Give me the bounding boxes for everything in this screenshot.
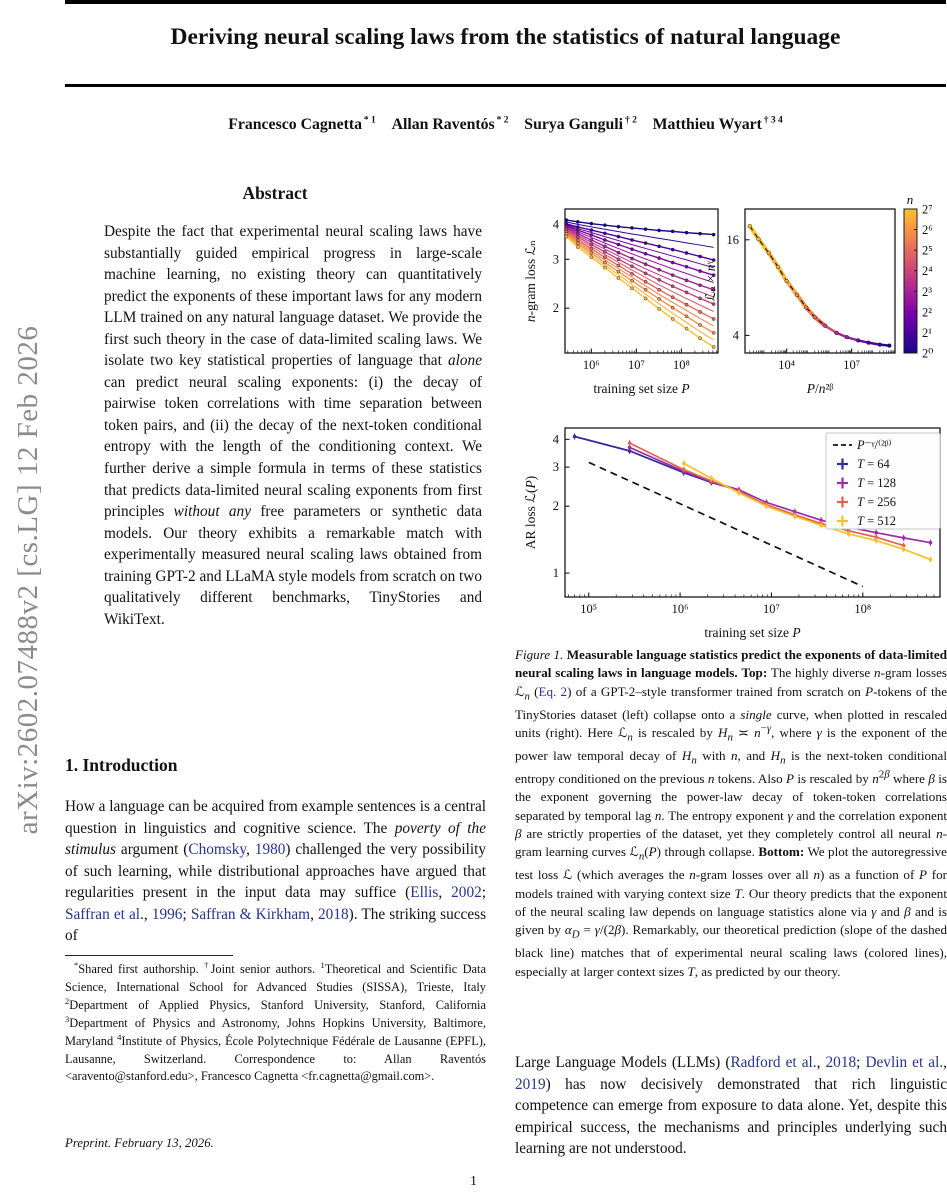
arloss-series-T = 512 (683, 462, 931, 561)
svg-text:ℒₙ × nᵞ: ℒₙ × nᵞ (703, 260, 718, 301)
abstract-heading: Abstract (242, 183, 308, 203)
introduction-paragraph: How a language can be acquired from exam… (65, 798, 487, 945)
citation-link[interactable]: 2018 (825, 1054, 857, 1071)
svg-text:training set size P: training set size P (593, 381, 689, 396)
arxiv-watermark: arXiv:2602.07488v2 [cs.LG] 12 Feb 2026 (12, 325, 44, 835)
citation-link[interactable]: 1996 (151, 905, 183, 923)
citation-link[interactable]: Saffran et al. (65, 905, 144, 923)
svg-text:n: n (907, 193, 914, 207)
ngram-series-n=2⁴ (566, 228, 714, 305)
citation-link[interactable]: 2019 (515, 1075, 546, 1093)
ngram-series-n=2² (566, 224, 714, 276)
svg-text:2¹: 2¹ (922, 326, 932, 340)
ngram-series-n=2³ (566, 226, 714, 291)
svg-text:2²: 2² (922, 305, 932, 319)
svg-text:10⁸: 10⁸ (854, 602, 871, 616)
title-rule-top (65, 0, 946, 4)
svg-text:4: 4 (553, 218, 560, 232)
collapse-axes (744, 208, 896, 354)
ngram-series-n=2⁵ (566, 231, 714, 320)
theory-dashed-line (588, 461, 864, 588)
svg-text:3: 3 (553, 460, 559, 474)
svg-text:T = 256: T = 256 (857, 495, 896, 509)
ngram-series-n=2⁶ (565, 233, 714, 334)
ngram-series-n=2⁰ (566, 219, 714, 236)
author-line: Francesco Cagnetta * 1 Allan Raventós * … (228, 115, 783, 133)
ngram-series-n=2⁷ (565, 236, 715, 348)
svg-text:2⁶: 2⁶ (922, 223, 933, 237)
title-rule-bottom (65, 84, 946, 87)
citation-link[interactable]: 2018 (318, 905, 349, 923)
svg-text:2⁵: 2⁵ (922, 244, 933, 258)
ngram-series-n=2¹ (566, 223, 714, 261)
footnote-rule (65, 955, 233, 957)
citation-link[interactable]: 2002 (451, 884, 482, 902)
footnote-text: *Shared first authorship. †Joint senior … (65, 959, 486, 1084)
citation-link[interactable]: Eq. 2 (538, 683, 568, 699)
preprint-line: Preprint. February 13, 2026. (65, 1136, 214, 1150)
citation-link[interactable]: Ellis (410, 884, 439, 902)
svg-text:T = 512: T = 512 (857, 514, 896, 528)
svg-text:P⁻ᵞ/⁽²ᵝ⁾: P⁻ᵞ/⁽²ᵝ⁾ (856, 438, 891, 452)
svg-text:n-gram loss ℒₙ: n-gram loss ℒₙ (523, 240, 538, 322)
legend (825, 432, 941, 530)
svg-text:2: 2 (553, 301, 559, 315)
citation-link[interactable]: Saffran & Kirkham (190, 905, 311, 923)
svg-text:2⁴: 2⁴ (922, 264, 933, 278)
section-heading-introduction: 1. Introduction (65, 755, 178, 775)
svg-text:10⁶: 10⁶ (583, 358, 600, 372)
citation-link[interactable]: 1980 (254, 841, 286, 859)
svg-text:16: 16 (727, 233, 740, 247)
body-paragraph: Large Language Models (LLMs) (Radford et… (515, 1054, 947, 1158)
svg-text:training set size P: training set size P (704, 625, 800, 640)
paper-title: Deriving neural scaling laws from the st… (170, 24, 841, 50)
arloss-series-T = 256 (629, 442, 904, 547)
svg-text:10⁷: 10⁷ (843, 358, 860, 372)
svg-text:T = 128: T = 128 (857, 476, 896, 490)
svg-text:2⁰: 2⁰ (922, 347, 933, 361)
figure1-caption: Figure 1. Measurable language statistics… (515, 647, 947, 979)
figure1-top-panels: 10⁶ 10⁷ 10⁸ 2 3 4 training set size P n-gram lo… (523, 193, 933, 396)
svg-text:2: 2 (553, 499, 559, 513)
svg-text:3: 3 (553, 252, 559, 266)
svg-text:10⁷: 10⁷ (763, 602, 780, 616)
figure1-bottom-panel: 10⁵ 10⁶ 10⁷ 10⁸ 1 2 3 4 training set size P AR lo… (523, 427, 941, 640)
page-number: 1 (470, 1174, 477, 1189)
citation-link[interactable]: Chomsky (188, 841, 247, 859)
svg-text:10⁴: 10⁴ (778, 358, 795, 372)
svg-text:2³: 2³ (922, 285, 932, 299)
svg-text:10⁵: 10⁵ (580, 602, 597, 616)
svg-text:2⁷: 2⁷ (922, 203, 933, 217)
citation-link[interactable]: Devlin et al. (865, 1054, 944, 1071)
citation-link[interactable]: Radford et al. (730, 1054, 817, 1071)
svg-text:4: 4 (553, 432, 560, 446)
svg-text:AR loss ℒ(P): AR loss ℒ(P) (523, 476, 538, 549)
abstract-text: Despite the fact that experimental neura… (104, 223, 482, 628)
svg-text:1: 1 (553, 566, 559, 580)
svg-text:10⁷: 10⁷ (628, 358, 645, 372)
svg-text:10⁸: 10⁸ (673, 358, 690, 372)
colorbar (903, 208, 918, 354)
ngram-axes (564, 208, 719, 354)
svg-text:4: 4 (733, 328, 740, 342)
svg-text:10⁶: 10⁶ (672, 602, 689, 616)
svg-text:T = 64: T = 64 (857, 457, 891, 471)
svg-text:P/n²ᵝ: P/n²ᵝ (806, 381, 834, 396)
